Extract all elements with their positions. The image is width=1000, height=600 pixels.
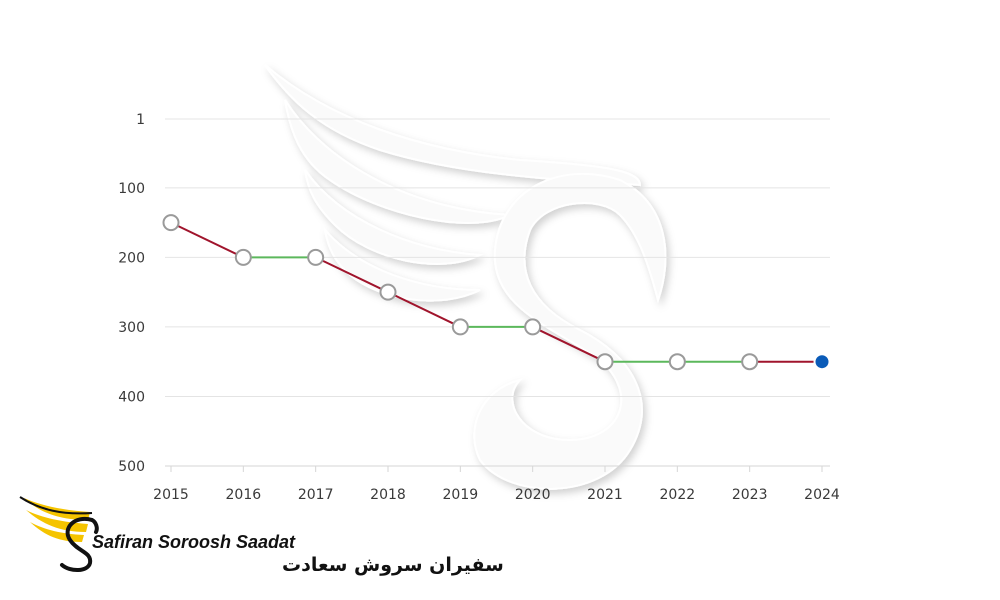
x-tick-label: 2021	[587, 487, 623, 503]
line-segment	[170, 221, 244, 259]
brand-name-fa: سفیران سروش سعادت	[282, 554, 504, 576]
x-tick-label: 2015	[153, 487, 189, 503]
x-tick-label: 2023	[732, 487, 768, 503]
x-tick-label: 2022	[660, 487, 696, 503]
y-tick-label: 1	[136, 112, 145, 128]
watermark-bird-logo	[264, 64, 667, 490]
data-point[interactable]	[234, 248, 252, 266]
x-tick-label: 2024	[804, 487, 840, 503]
y-tick-label: 200	[118, 250, 145, 266]
data-point[interactable]	[451, 318, 469, 336]
ranking-series-points	[162, 214, 831, 371]
data-point[interactable]	[162, 214, 180, 232]
data-point[interactable]	[379, 283, 397, 301]
x-tick-label: 2016	[226, 487, 262, 503]
y-tick-label: 300	[118, 320, 145, 336]
data-point-latest[interactable]	[813, 353, 831, 371]
x-axis-ticks: 2015 2016 2017 2018 2019 2020 2021 2022 2023 2024	[153, 466, 840, 503]
y-tick-label: 400	[118, 389, 145, 405]
x-tick-label: 2019	[443, 487, 479, 503]
ranking-series-line	[170, 221, 822, 363]
swan-s-icon	[60, 516, 99, 572]
y-tick-label: 500	[118, 459, 145, 475]
x-tick-label: 2017	[298, 487, 334, 503]
data-point[interactable]	[668, 353, 686, 371]
data-point[interactable]	[524, 318, 542, 336]
line-segment	[315, 256, 389, 294]
y-tick-label: 100	[118, 181, 145, 197]
data-point[interactable]	[307, 248, 325, 266]
data-point[interactable]	[741, 353, 759, 371]
y-axis-ticks: 1 100 200 300 400 500	[118, 112, 145, 475]
x-tick-label: 2020	[515, 487, 551, 503]
brand-name-en: Safiran Soroosh Saadat	[92, 532, 296, 552]
data-point[interactable]	[596, 353, 614, 371]
line-segment	[532, 326, 606, 363]
line-segment	[387, 291, 461, 328]
brand-logo: Safiran Soroosh Saadat سفیران سروش سعادت	[19, 496, 504, 576]
x-tick-label: 2018	[370, 487, 406, 503]
